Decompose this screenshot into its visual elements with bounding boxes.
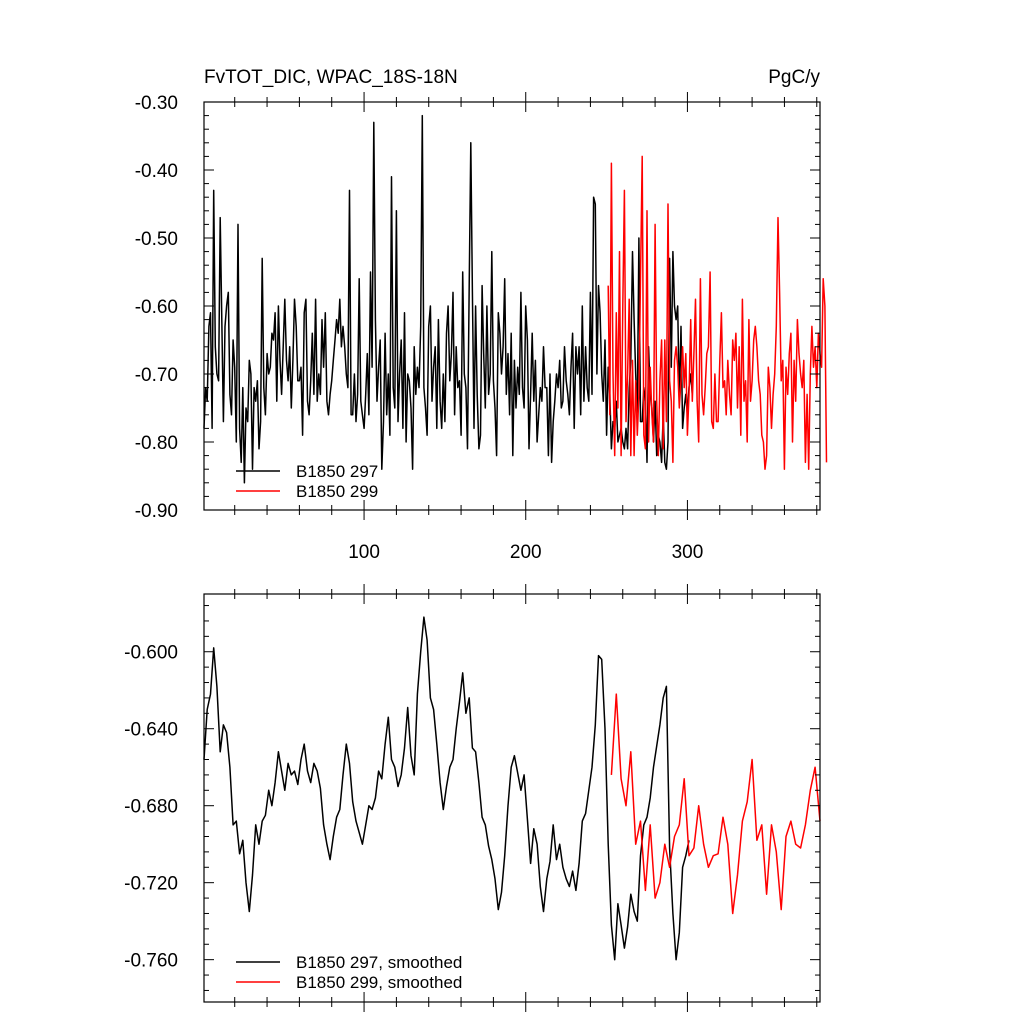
bottom-y-tick-label-0-760: -0.760 <box>124 951 178 972</box>
top-x-tick-label-300: 300 <box>672 542 704 563</box>
top-chart-title: FvTOT_DIC, WPAC_18S-18N <box>204 67 458 88</box>
bottom-legend: B1850 297, smoothed B1850 299, smoothed <box>236 953 462 992</box>
legend-label-b1850-297-smoothed: B1850 297, smoothed <box>296 953 462 972</box>
top-y-tick-label-0-30: -0.30 <box>135 93 178 114</box>
bottom-y-tick-label-0-600: -0.600 <box>124 643 178 664</box>
top-legend: B1850 297 B1850 299 <box>236 462 378 501</box>
top-series-line-b1850-299 <box>607 155 828 470</box>
top-y-tick-label-0-70: -0.70 <box>135 365 178 386</box>
top-series-line-b1850-297 <box>203 114 694 484</box>
bottom-y-tick-label-0-720: -0.720 <box>124 874 178 895</box>
bottom-series-line-b1850-299-smoothed <box>610 693 821 915</box>
bottom-plot-area: -0.760 -0.720 -0.680 -0.640 -0.600 <box>124 584 821 1012</box>
top-chart-units: PgC/y <box>768 67 820 88</box>
top-plot-area: 100 200 300 -0.90 -0.80 -0.70 -0.60 -0.50 -0.40 -… <box>135 92 828 563</box>
top-y-tick-label-0-90: -0.90 <box>135 501 178 522</box>
top-y-tick-label-0-50: -0.50 <box>135 229 178 250</box>
top-x-tick-label-100: 100 <box>348 542 380 563</box>
top-y-tick-label-0-40: -0.40 <box>135 161 178 182</box>
top-y-tick-label-0-80: -0.80 <box>135 433 178 454</box>
legend-label-b1850-299: B1850 299 <box>296 482 378 501</box>
bottom-series-line-b1850-297-smoothed <box>203 616 690 961</box>
bottom-y-tick-label-0-640: -0.640 <box>124 720 178 741</box>
bottom-y-tick-label-0-680: -0.680 <box>124 797 178 818</box>
legend-label-b1850-297: B1850 297 <box>296 462 378 481</box>
bottom-chart-panel: -0.760 -0.720 -0.680 -0.640 -0.600 B1850 297… <box>124 584 821 1012</box>
bottom-plot-frame <box>203 593 821 1003</box>
legend-label-b1850-299-smoothed: B1850 299, smoothed <box>296 973 462 992</box>
top-x-tick-label-200: 200 <box>510 542 542 563</box>
top-chart-panel: FvTOT_DIC, WPAC_18S-18N PgC/y 100 200 300 -… <box>135 67 828 563</box>
top-y-tick-label-0-60: -0.60 <box>135 297 178 318</box>
